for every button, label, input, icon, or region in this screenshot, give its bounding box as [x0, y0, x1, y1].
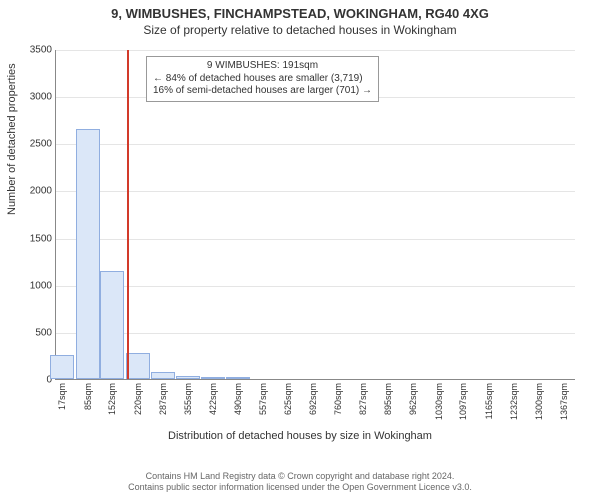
y-gridline	[56, 50, 575, 51]
y-gridline	[56, 333, 575, 334]
x-tick-label: 1232sqm	[509, 383, 519, 420]
histogram-bar	[50, 355, 74, 380]
chart-title: 9, WIMBUSHES, FINCHAMPSTEAD, WOKINGHAM, …	[0, 6, 600, 21]
x-tick-label: 1367sqm	[559, 383, 569, 420]
y-tick-label: 3000	[30, 92, 52, 103]
y-axis-title: Number of detached properties	[6, 63, 18, 215]
annotation-line: 16% of semi-detached houses are larger (…	[153, 85, 372, 98]
x-tick-label: 1300sqm	[534, 383, 544, 420]
x-tick-label: 895sqm	[383, 383, 393, 415]
x-axis-title: Distribution of detached houses by size …	[0, 430, 600, 442]
x-tick-label: 355sqm	[183, 383, 193, 415]
y-tick-label: 500	[35, 327, 52, 338]
chart-title-block: 9, WIMBUSHES, FINCHAMPSTEAD, WOKINGHAM, …	[0, 0, 600, 37]
y-tick-label: 2500	[30, 139, 52, 150]
y-tick-label: 3500	[30, 45, 52, 56]
x-tick-label: 827sqm	[358, 383, 368, 415]
x-tick-label: 962sqm	[408, 383, 418, 415]
annotation-line: 9 WIMBUSHES: 191sqm	[153, 60, 372, 73]
histogram-bar	[100, 271, 124, 379]
chart-footer: Contains HM Land Registry data © Crown c…	[0, 471, 600, 494]
x-tick-label: 1165sqm	[484, 383, 494, 419]
x-tick-label: 1030sqm	[434, 383, 444, 420]
plot-area: 05001000150020002500300035009 WIMBUSHES:…	[55, 50, 575, 380]
histogram-bar	[76, 129, 100, 379]
annotation-line: ← 84% of detached houses are smaller (3,…	[153, 73, 372, 86]
reference-marker-line	[127, 50, 129, 379]
x-tick-label: 557sqm	[258, 383, 268, 415]
x-tick-label: 625sqm	[283, 383, 293, 415]
x-tick-label: 152sqm	[107, 383, 117, 415]
histogram-bar	[201, 377, 225, 379]
x-tick-label: 1097sqm	[458, 383, 468, 420]
y-tick-label: 2000	[30, 186, 52, 197]
x-tick-label: 692sqm	[308, 383, 318, 415]
annotation-box: 9 WIMBUSHES: 191sqm← 84% of detached hou…	[146, 56, 379, 102]
histogram-bar	[151, 372, 175, 379]
x-tick-label: 85sqm	[83, 383, 93, 410]
histogram-bar	[126, 353, 150, 379]
footer-line-1: Contains HM Land Registry data © Crown c…	[0, 471, 600, 483]
x-tick-label: 422sqm	[208, 383, 218, 415]
x-tick-label: 220sqm	[133, 383, 143, 415]
x-tick-label: 287sqm	[158, 383, 168, 415]
histogram-bar	[176, 376, 200, 379]
y-gridline	[56, 239, 575, 240]
histogram-bar	[226, 377, 250, 379]
x-tick-label: 760sqm	[333, 383, 343, 415]
y-tick-label: 1500	[30, 233, 52, 244]
x-tick-label: 490sqm	[233, 383, 243, 415]
chart-subtitle: Size of property relative to detached ho…	[0, 23, 600, 37]
y-gridline	[56, 191, 575, 192]
y-gridline	[56, 286, 575, 287]
y-tick-label: 1000	[30, 280, 52, 291]
footer-line-2: Contains public sector information licen…	[0, 482, 600, 494]
x-tick-label: 17sqm	[57, 383, 67, 410]
y-gridline	[56, 144, 575, 145]
